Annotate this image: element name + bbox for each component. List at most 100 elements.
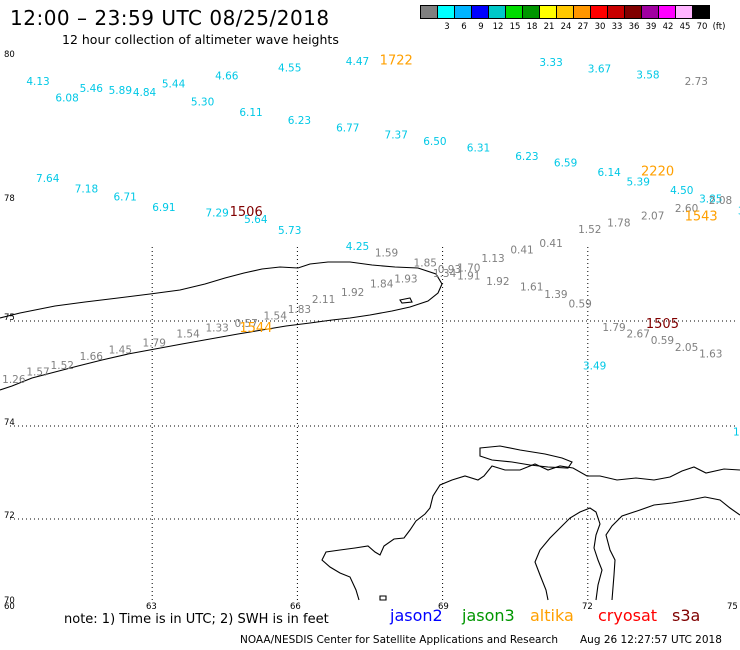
gulf-of-ob-coast — [605, 496, 740, 601]
wave-height-reading: 5.39 — [627, 176, 650, 188]
wave-height-reading: 5.44 — [162, 79, 186, 91]
wave-height-reading: 1.59 — [375, 248, 398, 260]
wave-height-reading: 3.58 — [636, 69, 659, 81]
legend-label: 33 — [611, 22, 623, 32]
wave-height-reading: 1.52 — [51, 360, 74, 372]
wave-height-reading: 6.71 — [113, 192, 136, 204]
map-subtitle: 12 hour collection of altimeter wave hei… — [62, 32, 339, 47]
generation-timestamp: Aug 26 12:27:57 UTC 2018 — [580, 634, 722, 646]
latitude-label: 72 — [4, 511, 15, 521]
wave-height-reading: 2.73 — [685, 76, 708, 88]
wave-height-reading: 2.07 — [641, 211, 664, 223]
wave-height-reading: 1.33 — [205, 322, 228, 334]
wave-height-reading: 0.57 — [234, 318, 257, 330]
wave-height-reading: 1.78 — [607, 218, 630, 230]
yamal-coast — [321, 463, 740, 601]
legend-label: 21 — [543, 22, 555, 32]
longitude-label: 75 — [727, 602, 738, 612]
legend-label: 3 — [444, 22, 450, 32]
wave-height-reading: 2.11 — [312, 294, 335, 306]
legend-swatch — [692, 5, 710, 19]
latitude-label: 78 — [4, 194, 15, 204]
wave-height-reading: 4.13 — [26, 76, 49, 88]
wave-height-reading: 0.41 — [539, 238, 562, 250]
wave-height-reading: 1.83 — [288, 304, 311, 316]
wave-height-reading: 1.26 — [2, 374, 26, 386]
altimeter-tracks: 4.13 5.46 5.89 4.84 5.44 6.08 4.66 4.55 4.47 5.30… — [2, 53, 740, 438]
legend-label: 24 — [560, 22, 572, 32]
wave-height-reading: 1.45 — [109, 345, 132, 357]
legend-label: 42 — [662, 22, 674, 32]
small-island-1 — [399, 297, 413, 304]
wave-height-reading: 2.05 — [675, 342, 698, 354]
wave-height-reading: 4.47 — [346, 56, 369, 68]
latitude-label: 74 — [4, 418, 15, 428]
wave-height-reading: 4.55 — [278, 62, 301, 74]
wave-height-reading: 2.08 — [709, 195, 732, 207]
longitude-label: 72 — [582, 602, 593, 612]
map-title: 12:00 – 23:59 UTC 08/25/2018 — [10, 6, 330, 30]
wave-height-reading: 0.93 — [438, 264, 461, 276]
legend-label: 27 — [577, 22, 589, 32]
wave-height-reading: 4.25 — [346, 241, 369, 253]
small-island-2 — [379, 595, 387, 601]
legend-label: 70 — [696, 22, 708, 32]
wave-height-reading: 6.14 — [597, 167, 621, 179]
wave-height-reading: 4.50 — [670, 185, 693, 197]
wave-height-reading: 1.61 — [520, 281, 543, 293]
wave-height-reading: 6.77 — [336, 122, 359, 134]
wave-height-reading: 6.91 — [152, 202, 175, 214]
wave-height-reading: 1.34 — [433, 268, 457, 280]
legend-label: 6 — [461, 22, 467, 32]
legend-label: 18 — [526, 22, 538, 32]
novaya-zemlya-coast — [0, 261, 443, 391]
legend-label: 30 — [594, 22, 606, 32]
wave-height-reading: 6.11 — [239, 107, 262, 119]
wave-height-reading: 1.52 — [578, 224, 601, 236]
wave-height-reading: 1.85 — [414, 257, 437, 269]
wave-height-reading: 1.79 — [602, 322, 625, 334]
wave-height-reading: 4.66 — [215, 71, 239, 83]
legend-label: 15 — [509, 22, 521, 32]
satellite-name-s3a: s3a — [672, 606, 701, 625]
wave-height-reading: 1.70 — [457, 262, 480, 274]
wave-height-reading: 1.66 — [80, 351, 104, 363]
pass-time-label: 1506 — [230, 205, 263, 220]
wave-height-reading: 0.59 — [568, 298, 591, 310]
wave-height-reading: 1.13 — [481, 253, 504, 265]
wave-height-reading: 3.33 — [539, 57, 562, 69]
wave-height-reading: 1.79 — [143, 338, 166, 350]
wave-height-reading: 6.23 — [515, 151, 538, 163]
wave-height-reading: 6.08 — [55, 92, 78, 104]
wave-height-reading: 1.84 — [370, 279, 394, 291]
wave-height-reading: 0.59 — [651, 335, 674, 347]
longitude-label: 60 — [4, 602, 15, 612]
pass-time-label: 1544 — [239, 321, 272, 336]
pass-time-label: 1505 — [646, 317, 679, 332]
latitude-label: 75 — [4, 313, 15, 323]
pass-time-label: 1722 — [380, 53, 413, 68]
footnote: note: 1) Time is in UTC; 2) SWH is in fe… — [64, 612, 329, 627]
credit-line: NOAA/NESDIS Center for Satellite Applica… — [240, 634, 558, 646]
legend-label: 45 — [679, 22, 691, 32]
legend-label: 9 — [478, 22, 484, 32]
satellite-name-cryosat: cryosat — [598, 606, 658, 625]
wave-height-reading: 1.93 — [394, 273, 417, 285]
wave-height-reading: 4.84 — [133, 87, 157, 99]
coastline — [0, 261, 740, 601]
wave-height-reading: 1.63 — [699, 348, 722, 360]
belyy-island — [479, 445, 573, 469]
satellite-name-altika: altika — [530, 606, 574, 625]
wave-height-reading: 6.31 — [467, 142, 490, 154]
color-scale-legend — [420, 5, 710, 19]
satellite-name-jason3: jason3 — [462, 606, 515, 625]
wave-height-reading: 1.54 — [264, 310, 288, 322]
wave-height-reading: 5.46 — [80, 83, 104, 95]
wave-height-reading: 1.54 — [176, 328, 200, 340]
satellite-name-jason2: jason2 — [390, 606, 443, 625]
legend-label: (ft) — [712, 22, 726, 32]
wave-height-reading: 5.64 — [244, 214, 268, 226]
wave-height-reading: 7.37 — [385, 129, 408, 141]
